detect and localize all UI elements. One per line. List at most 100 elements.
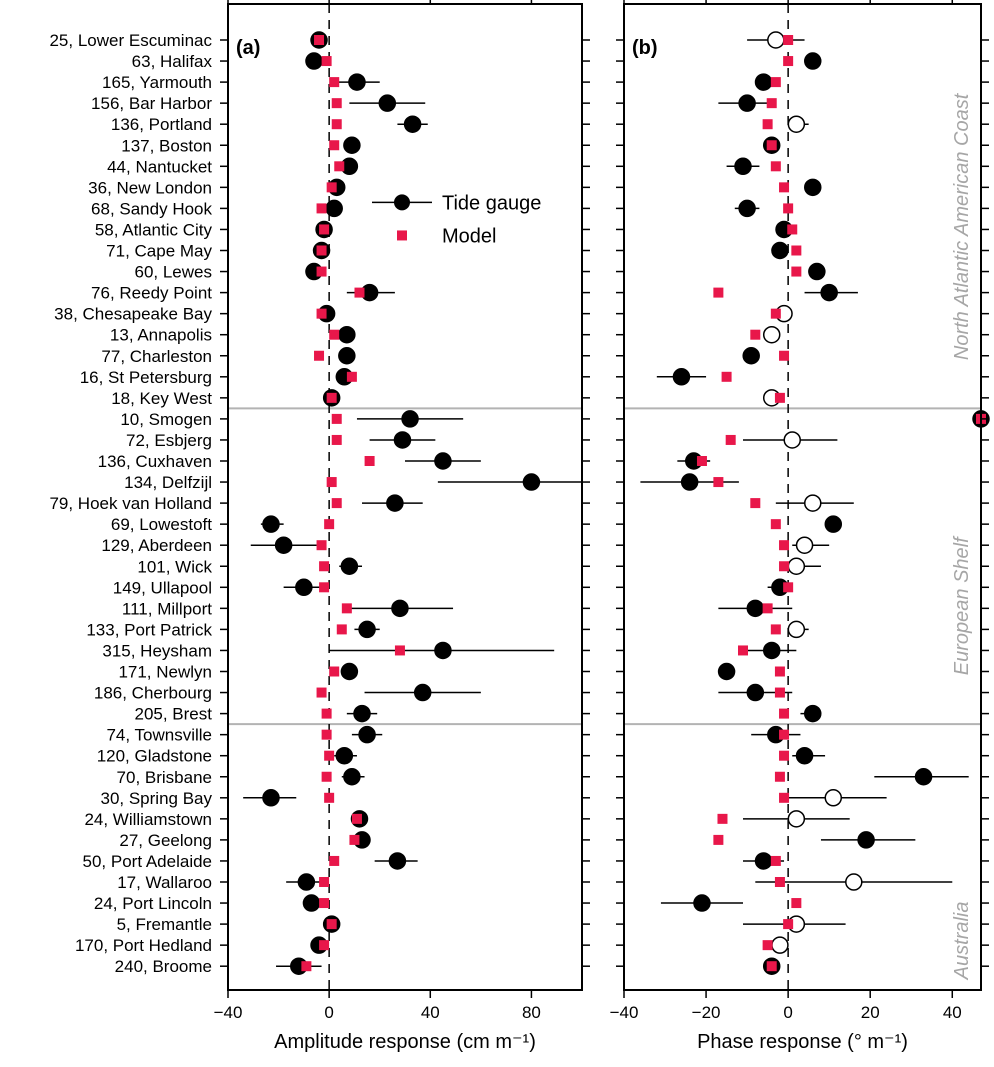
a-tide-gauge-point [338,325,356,344]
a-tide-gauge-point [393,431,412,449]
a-model-point [326,182,337,193]
a-model-point [316,540,327,551]
b-tide-gauge-point [857,831,875,849]
a-tide-gauge-point [297,873,316,891]
legend-model-label: Model [442,225,496,247]
a-model-point [354,287,365,298]
station-labels: 25, Lower Escuminac 63, Halifax 165, Yarmo… [49,31,212,976]
station-label-101-wick: 101, Wick [137,557,212,576]
a-model-point [326,477,337,488]
b-tide-gauge-point [824,789,843,807]
station-label-170-port-hedland: 170, Port Hedland [75,936,212,955]
a-model-point [301,961,312,972]
station-label-136-portland: 136, Portland [111,115,212,134]
b-model-point [783,56,794,67]
a-tide-gauge-point [325,199,343,218]
b-model-point [774,666,785,677]
b-tide-gauge-point [804,178,822,197]
b-model-point [762,940,773,951]
a-x-tick-label: 0 [324,1003,333,1022]
panel-a-x-axis-title: Amplitude response (cm m⁻¹) [274,1031,536,1053]
station-label-149-ullapool: 149, Ullapool [113,578,212,597]
b-x-tick-label: 40 [943,1003,962,1022]
a-tide-gauge-point [274,536,293,554]
a-tide-gauge-point [340,662,359,681]
b-tide-gauge-point [762,325,781,344]
b-tide-gauge-point [771,936,789,954]
panel-a-label: (a) [236,37,260,59]
station-label-111-millport: 111, Millport [122,599,212,618]
b-model-point [770,308,781,319]
a-model-point [316,245,327,256]
panel-a-frame [227,3,583,991]
a-x-tick-label: 40 [421,1003,440,1022]
b-tide-gauge-point [771,241,789,260]
a-tide-gauge-point [353,704,371,723]
a-tide-gauge-point [295,578,313,597]
region-label-australia: Australia [951,902,973,981]
b-tide-gauge-point [783,431,801,449]
region-label-north-atlantic-american-coast: North Atlantic American Coast [951,92,973,360]
a-tide-gauge-point [522,473,541,491]
b-model-point [779,708,790,719]
b-model-point [779,350,790,361]
b-tide-gauge-point [738,199,756,218]
a-x-tick-label: 80 [522,1003,541,1022]
b-tide-gauge-point [742,347,760,365]
a-model-point [329,77,340,88]
b-tide-gauge-point [804,52,822,70]
b-x-tick-label: 0 [783,1003,792,1022]
b-model-point [779,729,790,740]
a-model-point [341,603,352,614]
station-label-315-heysham: 315, Heysham [102,641,212,660]
b-model-point [713,834,724,845]
a-model-point [319,898,330,909]
b-tide-gauge-point [808,262,826,281]
b-model-point [783,203,794,214]
a-model-point [326,392,337,403]
b-model-point [783,582,794,593]
station-label-137-boston: 137, Boston [121,136,212,155]
b-tide-gauge-point [754,852,773,870]
b-tide-gauge-point [914,768,933,786]
b-model-point [774,877,785,887]
b-tide-gauge-point [734,157,752,176]
station-label-133-port-patrick: 133, Port Patrick [86,620,212,639]
station-label-30-spring-bay: 30, Spring Bay [100,789,212,808]
panel-b: −40 −20 0 20 40 (b) Phase response (° m⁻¹) N… [610,0,990,1053]
b-model-point [713,477,724,488]
station-label-129-aberdeen: 129, Aberdeen [101,536,212,555]
b-model-point [770,855,781,866]
b-model-point [779,182,790,193]
a-model-point [364,456,375,466]
a-tide-gauge-point [340,557,359,575]
station-label-70-brisbane: 70, Brisbane [117,768,212,787]
a-model-point [319,877,330,887]
a-tide-gauge-point [378,94,397,112]
a-tide-gauge-point [391,599,409,618]
a-model-point [316,203,327,214]
station-label-69-lowestoft: 69, Lowestoft [111,515,212,534]
a-model-point [394,645,405,656]
panel-a: −40 0 40 80 (a) Amplitude response (cm m⁻¹)… [214,0,590,1053]
a-model-point [319,582,330,593]
a-model-point [321,771,332,782]
a-model-point [321,708,332,719]
a-tide-gauge-point [434,452,452,470]
a-model-point [351,813,362,824]
a-tide-gauge-point [434,641,452,660]
a-tide-gauge-point [262,515,280,533]
a-model-point [329,140,340,151]
b-tide-gauge-point [804,704,822,723]
b-tide-gauge-point [820,283,838,302]
a-model-point [346,371,357,382]
a-x-tick-label: −40 [214,1003,243,1022]
b-model-point [779,750,790,761]
station-label-240-broome: 240, Broome [115,957,212,976]
a-model-point [324,750,335,761]
station-label-38-chesapeake-bay: 38, Chesapeake Bay [54,305,212,324]
b-model-point [738,645,748,656]
b-tide-gauge-point [795,746,814,765]
b-x-tick-label: −20 [692,1003,721,1022]
station-label-71-cape-may: 71, Cape May [106,242,212,261]
